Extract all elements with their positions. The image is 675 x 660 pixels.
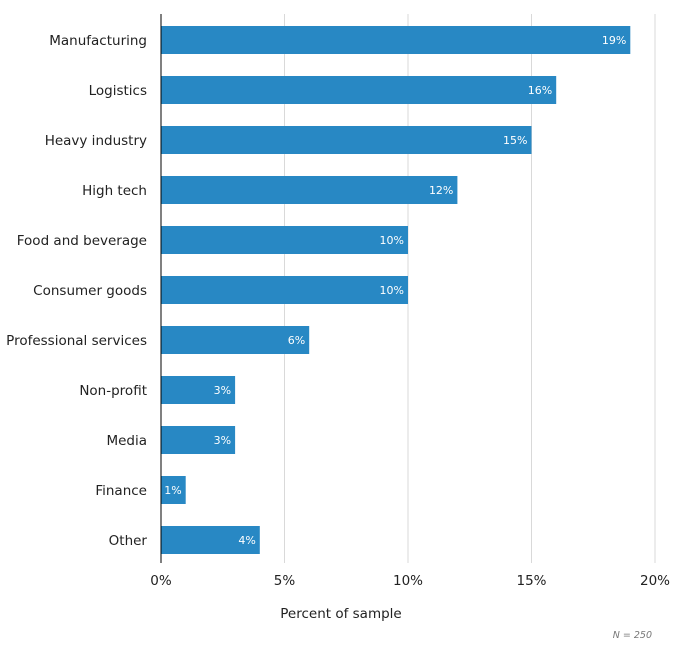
x-tick-labels: 0% 5% 10% 15% 20% (150, 573, 670, 589)
x-tick-label: 10% (393, 573, 423, 589)
x-tick-label: 20% (640, 573, 670, 589)
bars (161, 26, 631, 554)
bar (161, 76, 557, 104)
bar (161, 426, 236, 454)
bar (161, 476, 186, 504)
data-label: 16% (528, 84, 552, 97)
category-label: Other (109, 533, 148, 549)
data-labels: 19% 16% 15% 12% 10% 10% 6% 3% 3% 1% 4% (164, 34, 626, 547)
category-label: Media (106, 433, 147, 449)
x-tick-label: 0% (150, 573, 172, 589)
data-label: 1% (164, 484, 181, 497)
bar (161, 376, 236, 404)
data-label: 10% (380, 284, 404, 297)
sample-size-note: N = 250 (613, 630, 652, 641)
category-label: High tech (82, 183, 147, 199)
category-label: Consumer goods (33, 283, 147, 299)
category-label: Heavy industry (45, 133, 147, 149)
x-tick-label: 15% (516, 573, 546, 589)
x-axis-title: Percent of sample (280, 606, 401, 622)
data-label: 4% (238, 534, 255, 547)
bar (161, 226, 408, 254)
data-label: 19% (602, 34, 626, 47)
data-label: 3% (214, 384, 231, 397)
data-label: 3% (214, 434, 231, 447)
data-label: 6% (288, 334, 305, 347)
data-label: 15% (503, 134, 527, 147)
category-label: Manufacturing (49, 33, 147, 49)
bar (161, 326, 310, 354)
x-tick-label: 5% (274, 573, 296, 589)
category-label: Non-profit (79, 383, 147, 399)
category-label: Finance (95, 483, 147, 499)
category-label: Food and beverage (17, 233, 147, 249)
category-label: Professional services (6, 333, 147, 349)
bar (161, 526, 260, 554)
bar (161, 176, 458, 204)
bar (161, 26, 631, 54)
data-label: 12% (429, 184, 453, 197)
category-label: Logistics (89, 83, 147, 99)
bar (161, 126, 532, 154)
category-labels: Manufacturing Logistics Heavy industry High… (6, 33, 147, 549)
data-label: 10% (380, 234, 404, 247)
bar (161, 276, 408, 304)
